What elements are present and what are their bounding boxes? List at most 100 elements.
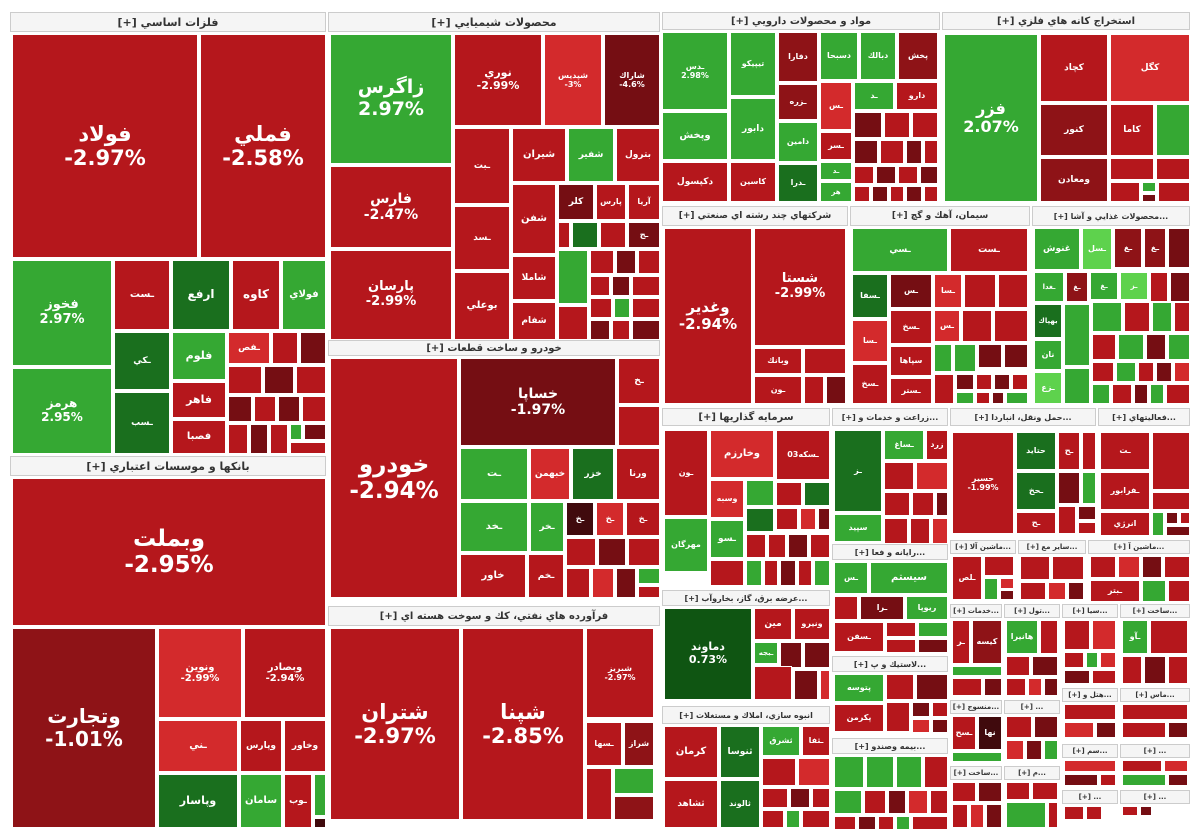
treemap-tile[interactable] <box>1092 334 1116 360</box>
treemap-tile-را[interactable]: ـرا <box>860 596 904 620</box>
treemap-tile[interactable] <box>558 306 588 340</box>
treemap-tile-خ[interactable]: ـخ <box>596 502 624 536</box>
section-header[interactable]: ...بيمه وصندو [+] <box>832 738 948 754</box>
treemap-tile[interactable] <box>1078 506 1096 520</box>
treemap-tile[interactable] <box>228 396 252 422</box>
treemap-tile-بت[interactable]: ـبت <box>454 128 510 204</box>
treemap-tile-كلر[interactable]: كلر <box>558 184 594 220</box>
treemap-tile[interactable] <box>1174 362 1190 382</box>
treemap-tile[interactable] <box>962 310 992 342</box>
treemap-tile-خبهمن[interactable]: خبهمن <box>530 448 570 500</box>
treemap-tile[interactable] <box>572 222 598 248</box>
treemap-tile-د[interactable]: ـد <box>820 162 852 180</box>
treemap-tile[interactable] <box>1142 556 1162 578</box>
treemap-tile[interactable] <box>932 518 948 544</box>
treemap-tile[interactable] <box>952 752 1002 762</box>
treemap-tile[interactable] <box>912 112 938 138</box>
treemap-tile-فاهر[interactable]: فاهر <box>172 382 226 418</box>
treemap-tile-سل[interactable]: ـسل <box>1082 228 1112 270</box>
treemap-tile[interactable] <box>1026 740 1042 760</box>
treemap-tile[interactable] <box>834 756 864 788</box>
treemap-tile-نها[interactable]: نها <box>978 716 1002 750</box>
treemap-tile-غ[interactable]: ـغ <box>1066 272 1088 302</box>
treemap-tile[interactable] <box>918 639 948 653</box>
treemap-tile-فرابور[interactable]: ـفرابور <box>1100 472 1150 510</box>
treemap-tile-دفارا[interactable]: دفارا <box>778 32 818 82</box>
treemap-tile-زرد[interactable]: زرد <box>926 430 948 460</box>
treemap-tile[interactable] <box>810 534 830 558</box>
treemap-tile[interactable] <box>984 678 1002 696</box>
treemap-tile[interactable] <box>632 298 660 318</box>
treemap-tile-سيستم[interactable]: سيستم <box>870 562 948 594</box>
section-header[interactable]: ...فعاليتهاي [+] <box>1098 408 1190 426</box>
section-header[interactable]: ...لاستيك و پ [+] <box>832 656 948 672</box>
treemap-tile[interactable] <box>1166 512 1178 524</box>
treemap-tile[interactable] <box>886 674 914 700</box>
treemap-tile[interactable] <box>834 596 858 620</box>
treemap-tile-پتوسه[interactable]: پتوسه <box>834 674 884 702</box>
treemap-tile[interactable] <box>1086 806 1102 820</box>
treemap-tile[interactable] <box>884 518 908 544</box>
treemap-tile-ثشرق[interactable]: ثشرق <box>762 726 800 756</box>
treemap-tile-س[interactable]: ـس <box>820 82 852 130</box>
treemap-tile[interactable] <box>290 424 302 440</box>
treemap-tile[interactable] <box>1068 582 1084 600</box>
treemap-tile-وبصادر[interactable]: وبصادر -2.94% <box>244 628 326 718</box>
treemap-tile-سپاها[interactable]: سپاها <box>890 346 932 376</box>
treemap-tile[interactable] <box>1064 670 1090 684</box>
treemap-tile-انرژي[interactable]: انرژي <box>1100 512 1150 536</box>
treemap-tile-شاملا[interactable]: شاملا <box>512 256 556 300</box>
treemap-tile-ون[interactable]: ـون <box>664 430 708 516</box>
section-header[interactable]: ...خدمات [+] <box>950 604 1002 618</box>
treemap-tile[interactable] <box>590 250 614 274</box>
treemap-tile[interactable] <box>1112 384 1132 404</box>
treemap-tile[interactable] <box>1092 670 1116 684</box>
treemap-tile-فولاي[interactable]: فولاي <box>282 260 326 330</box>
section-header[interactable]: ...ماشين آ [+] <box>1088 540 1190 554</box>
treemap-tile-بوعلي[interactable]: بوعلي <box>454 272 510 340</box>
treemap-tile[interactable] <box>924 186 938 202</box>
treemap-tile[interactable] <box>1006 656 1030 676</box>
treemap-tile[interactable] <box>264 366 294 394</box>
treemap-tile[interactable] <box>1100 774 1116 786</box>
treemap-tile[interactable] <box>1048 582 1066 600</box>
treemap-tile-شبريز[interactable]: شبريز -2.97% <box>586 628 654 718</box>
treemap-tile-ون[interactable]: ـون <box>754 376 802 404</box>
treemap-tile-خم[interactable]: ـخم <box>528 554 564 598</box>
treemap-tile[interactable] <box>762 788 788 808</box>
treemap-tile[interactable] <box>854 112 882 138</box>
treemap-tile[interactable] <box>956 374 974 390</box>
treemap-tile-ثفا[interactable]: ـثفا <box>802 726 830 756</box>
treemap-tile[interactable] <box>302 396 326 422</box>
treemap-tile[interactable] <box>1168 580 1190 602</box>
treemap-tile[interactable] <box>1052 556 1084 580</box>
treemap-tile[interactable] <box>1006 678 1026 696</box>
treemap-tile[interactable] <box>878 816 894 830</box>
treemap-tile[interactable] <box>1006 740 1024 760</box>
treemap-tile-فلوم[interactable]: فلوم <box>172 332 226 380</box>
treemap-tile-هانيرا[interactable]: هانيرا <box>1006 620 1038 654</box>
treemap-tile-سپيد[interactable]: سپيد <box>834 514 882 542</box>
treemap-tile-غنوش[interactable]: غنوش <box>1034 228 1080 270</box>
treemap-tile[interactable] <box>924 756 948 788</box>
treemap-tile[interactable] <box>1064 774 1098 786</box>
treemap-tile[interactable] <box>918 622 948 637</box>
treemap-tile-فملي[interactable]: فملي -2.58% <box>200 34 326 258</box>
treemap-tile-خ[interactable]: ـخ <box>626 502 660 536</box>
treemap-tile[interactable] <box>1158 182 1190 202</box>
treemap-tile[interactable] <box>1174 302 1190 332</box>
section-header[interactable]: ...حمل ونقل، انباردا [+] <box>950 408 1096 426</box>
treemap-tile-دارو[interactable]: دارو <box>896 82 938 110</box>
treemap-tile[interactable] <box>1156 158 1190 180</box>
treemap-tile[interactable] <box>906 186 922 202</box>
treemap-tile[interactable] <box>1092 620 1116 650</box>
section-header[interactable]: فرآورده هاي نفتي، كك و سوخت هسته اي [+] <box>328 606 660 626</box>
treemap-tile[interactable] <box>954 344 976 372</box>
treemap-tile[interactable] <box>964 274 996 308</box>
treemap-tile[interactable] <box>820 670 830 700</box>
treemap-tile[interactable] <box>864 790 886 814</box>
treemap-tile[interactable] <box>890 186 904 202</box>
treemap-tile-نان[interactable]: نان <box>1034 340 1062 370</box>
treemap-tile[interactable] <box>616 568 636 598</box>
treemap-tile[interactable] <box>1122 760 1162 772</box>
